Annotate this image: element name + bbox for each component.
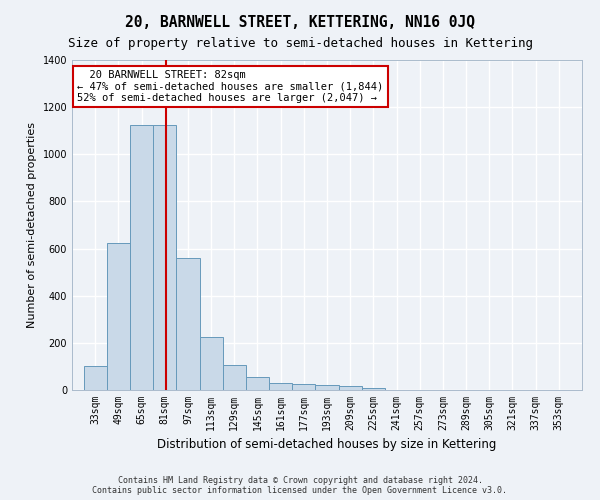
Bar bbox=[153, 125, 176, 390]
Text: 20, BARNWELL STREET, KETTERING, NN16 0JQ: 20, BARNWELL STREET, KETTERING, NN16 0JQ bbox=[125, 15, 475, 30]
Bar bbox=[362, 388, 385, 390]
Bar bbox=[200, 337, 223, 390]
Bar bbox=[292, 384, 316, 390]
Text: Contains HM Land Registry data © Crown copyright and database right 2024.
Contai: Contains HM Land Registry data © Crown c… bbox=[92, 476, 508, 495]
Bar bbox=[269, 383, 292, 390]
Text: Size of property relative to semi-detached houses in Kettering: Size of property relative to semi-detach… bbox=[67, 38, 533, 51]
Bar bbox=[176, 258, 200, 390]
Bar bbox=[338, 386, 362, 390]
Bar bbox=[246, 377, 269, 390]
Y-axis label: Number of semi-detached properties: Number of semi-detached properties bbox=[27, 122, 37, 328]
Bar bbox=[223, 365, 246, 390]
X-axis label: Distribution of semi-detached houses by size in Kettering: Distribution of semi-detached houses by … bbox=[157, 438, 497, 452]
Text: 20 BARNWELL STREET: 82sqm  
← 47% of semi-detached houses are smaller (1,844)
52: 20 BARNWELL STREET: 82sqm ← 47% of semi-… bbox=[77, 70, 383, 103]
Bar bbox=[83, 366, 107, 390]
Bar bbox=[107, 242, 130, 390]
Bar bbox=[130, 125, 153, 390]
Bar bbox=[316, 386, 338, 390]
